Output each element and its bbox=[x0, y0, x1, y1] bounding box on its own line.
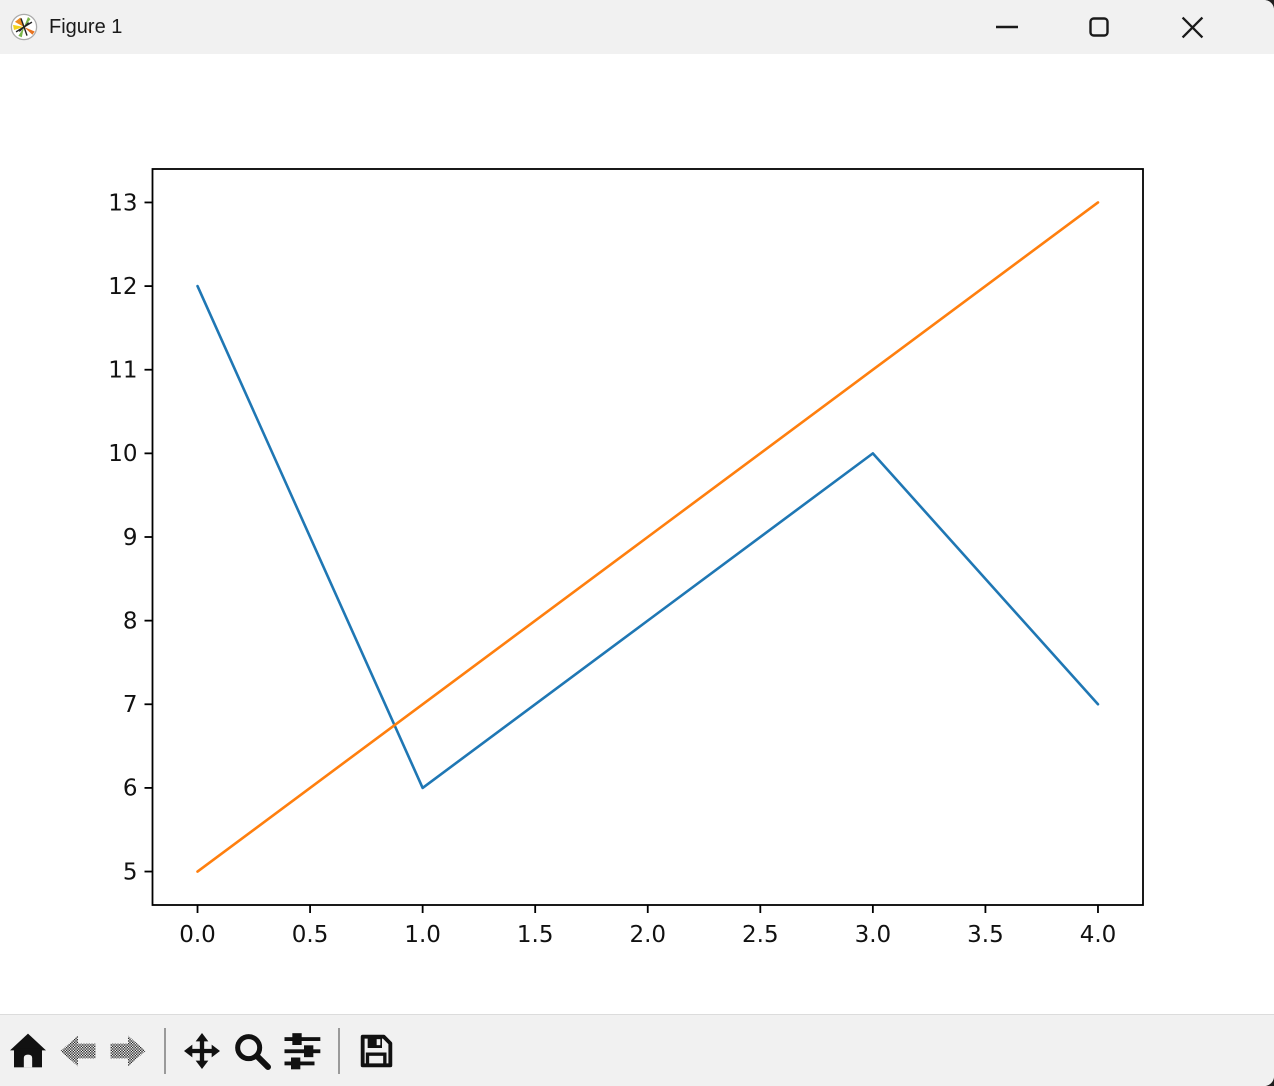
x-tick-label: 0.5 bbox=[292, 922, 329, 948]
plot-series-2 bbox=[196, 201, 1100, 873]
x-tick-label: 0.0 bbox=[179, 922, 216, 948]
home-icon bbox=[10, 1033, 46, 1067]
maximize-icon bbox=[1089, 17, 1109, 37]
back-button[interactable] bbox=[58, 1025, 98, 1077]
save-button[interactable] bbox=[356, 1025, 396, 1077]
close-button[interactable] bbox=[1161, 0, 1223, 54]
save-floppy-icon bbox=[360, 1034, 393, 1067]
configure-subplots-button[interactable] bbox=[282, 1025, 322, 1077]
toolbar-separator bbox=[338, 1027, 340, 1074]
line-chart: 0.0 0.5 1.0 1.5 2.0 2.5 3.0 3.5 4.0 5 6 7 8 9 10 11 12 13 bbox=[108, 168, 1144, 948]
y-tick-label: 9 bbox=[123, 525, 138, 551]
zoom-button[interactable] bbox=[232, 1025, 272, 1077]
y-tick-label: 5 bbox=[123, 859, 138, 885]
home-button[interactable] bbox=[8, 1025, 48, 1077]
x-tick-label: 1.0 bbox=[404, 922, 441, 948]
toolbar-separator bbox=[164, 1027, 166, 1074]
window-title: Figure 1 bbox=[49, 15, 123, 38]
minimize-icon bbox=[996, 25, 1018, 29]
x-tick-label: 4.0 bbox=[1080, 922, 1117, 948]
back-arrow-icon bbox=[60, 1035, 96, 1066]
x-tick-label: 3.0 bbox=[855, 922, 892, 948]
maximize-button[interactable] bbox=[1068, 0, 1130, 54]
zoom-magnifier-icon bbox=[235, 1033, 272, 1070]
navigation-toolbar bbox=[0, 1014, 1274, 1086]
x-tick-label: 3.5 bbox=[967, 922, 1004, 948]
forward-button[interactable] bbox=[108, 1025, 148, 1077]
pan-button[interactable] bbox=[182, 1025, 222, 1077]
y-tick-label: 8 bbox=[123, 608, 138, 634]
close-icon bbox=[1181, 16, 1203, 38]
x-tick-label: 2.0 bbox=[629, 922, 666, 948]
matplotlib-logo-icon bbox=[10, 13, 38, 41]
figure-canvas[interactable]: 0.0 0.5 1.0 1.5 2.0 2.5 3.0 3.5 4.0 5 6 7 8 9 10 11 12 13 bbox=[0, 54, 1274, 1014]
titlebar[interactable]: Figure 1 bbox=[0, 0, 1274, 54]
x-tick-label: 2.5 bbox=[742, 922, 779, 948]
y-tick-label: 12 bbox=[108, 274, 137, 300]
minimize-button[interactable] bbox=[976, 0, 1038, 54]
plot-series-1 bbox=[196, 284, 1100, 790]
y-tick-label: 11 bbox=[108, 358, 137, 384]
forward-arrow-icon bbox=[110, 1035, 146, 1066]
y-tick-label: 7 bbox=[123, 692, 138, 718]
y-tick-label: 6 bbox=[123, 776, 138, 802]
y-tick-label: 13 bbox=[108, 190, 137, 216]
y-tick-label: 10 bbox=[108, 441, 137, 467]
sliders-icon bbox=[284, 1032, 321, 1069]
x-tick-label: 1.5 bbox=[517, 922, 554, 948]
pan-arrows-icon bbox=[184, 1032, 220, 1069]
window-controls bbox=[964, 0, 1274, 54]
